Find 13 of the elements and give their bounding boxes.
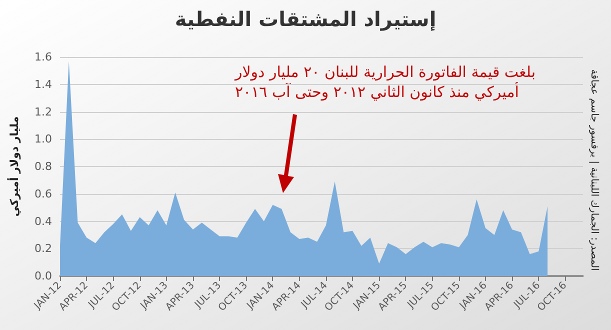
chart-title: إستيراد المشتقات النفطية <box>174 7 436 31</box>
y-tick-label: 1.0 <box>34 132 52 146</box>
y-axis-title: مليار دولار أميركي <box>7 116 21 217</box>
text: المصدر: الجمارك اللبنانية | برفسور جاسم عجاقة <box>588 69 600 271</box>
annotation: بلغت قيمة الفاتورة الحرارية للبنان ٢٠ مليار دولار أميركي منذ كانون الثاني ٢٠١٢ وحتى آب ٢٠١٦ <box>234 63 536 101</box>
y-tick-label: 1.2 <box>34 105 52 118</box>
y-tick-label: 1.6 <box>34 50 52 64</box>
y-tick-label: 0.6 <box>34 187 52 200</box>
y-tick-label: 0.8 <box>34 160 52 173</box>
y-tick-label: 0.0 <box>34 270 52 282</box>
y-tick-label: 0.2 <box>34 242 52 256</box>
y-tick-label: 1.4 <box>34 78 52 91</box>
y-tick-label: 0.4 <box>34 214 52 228</box>
